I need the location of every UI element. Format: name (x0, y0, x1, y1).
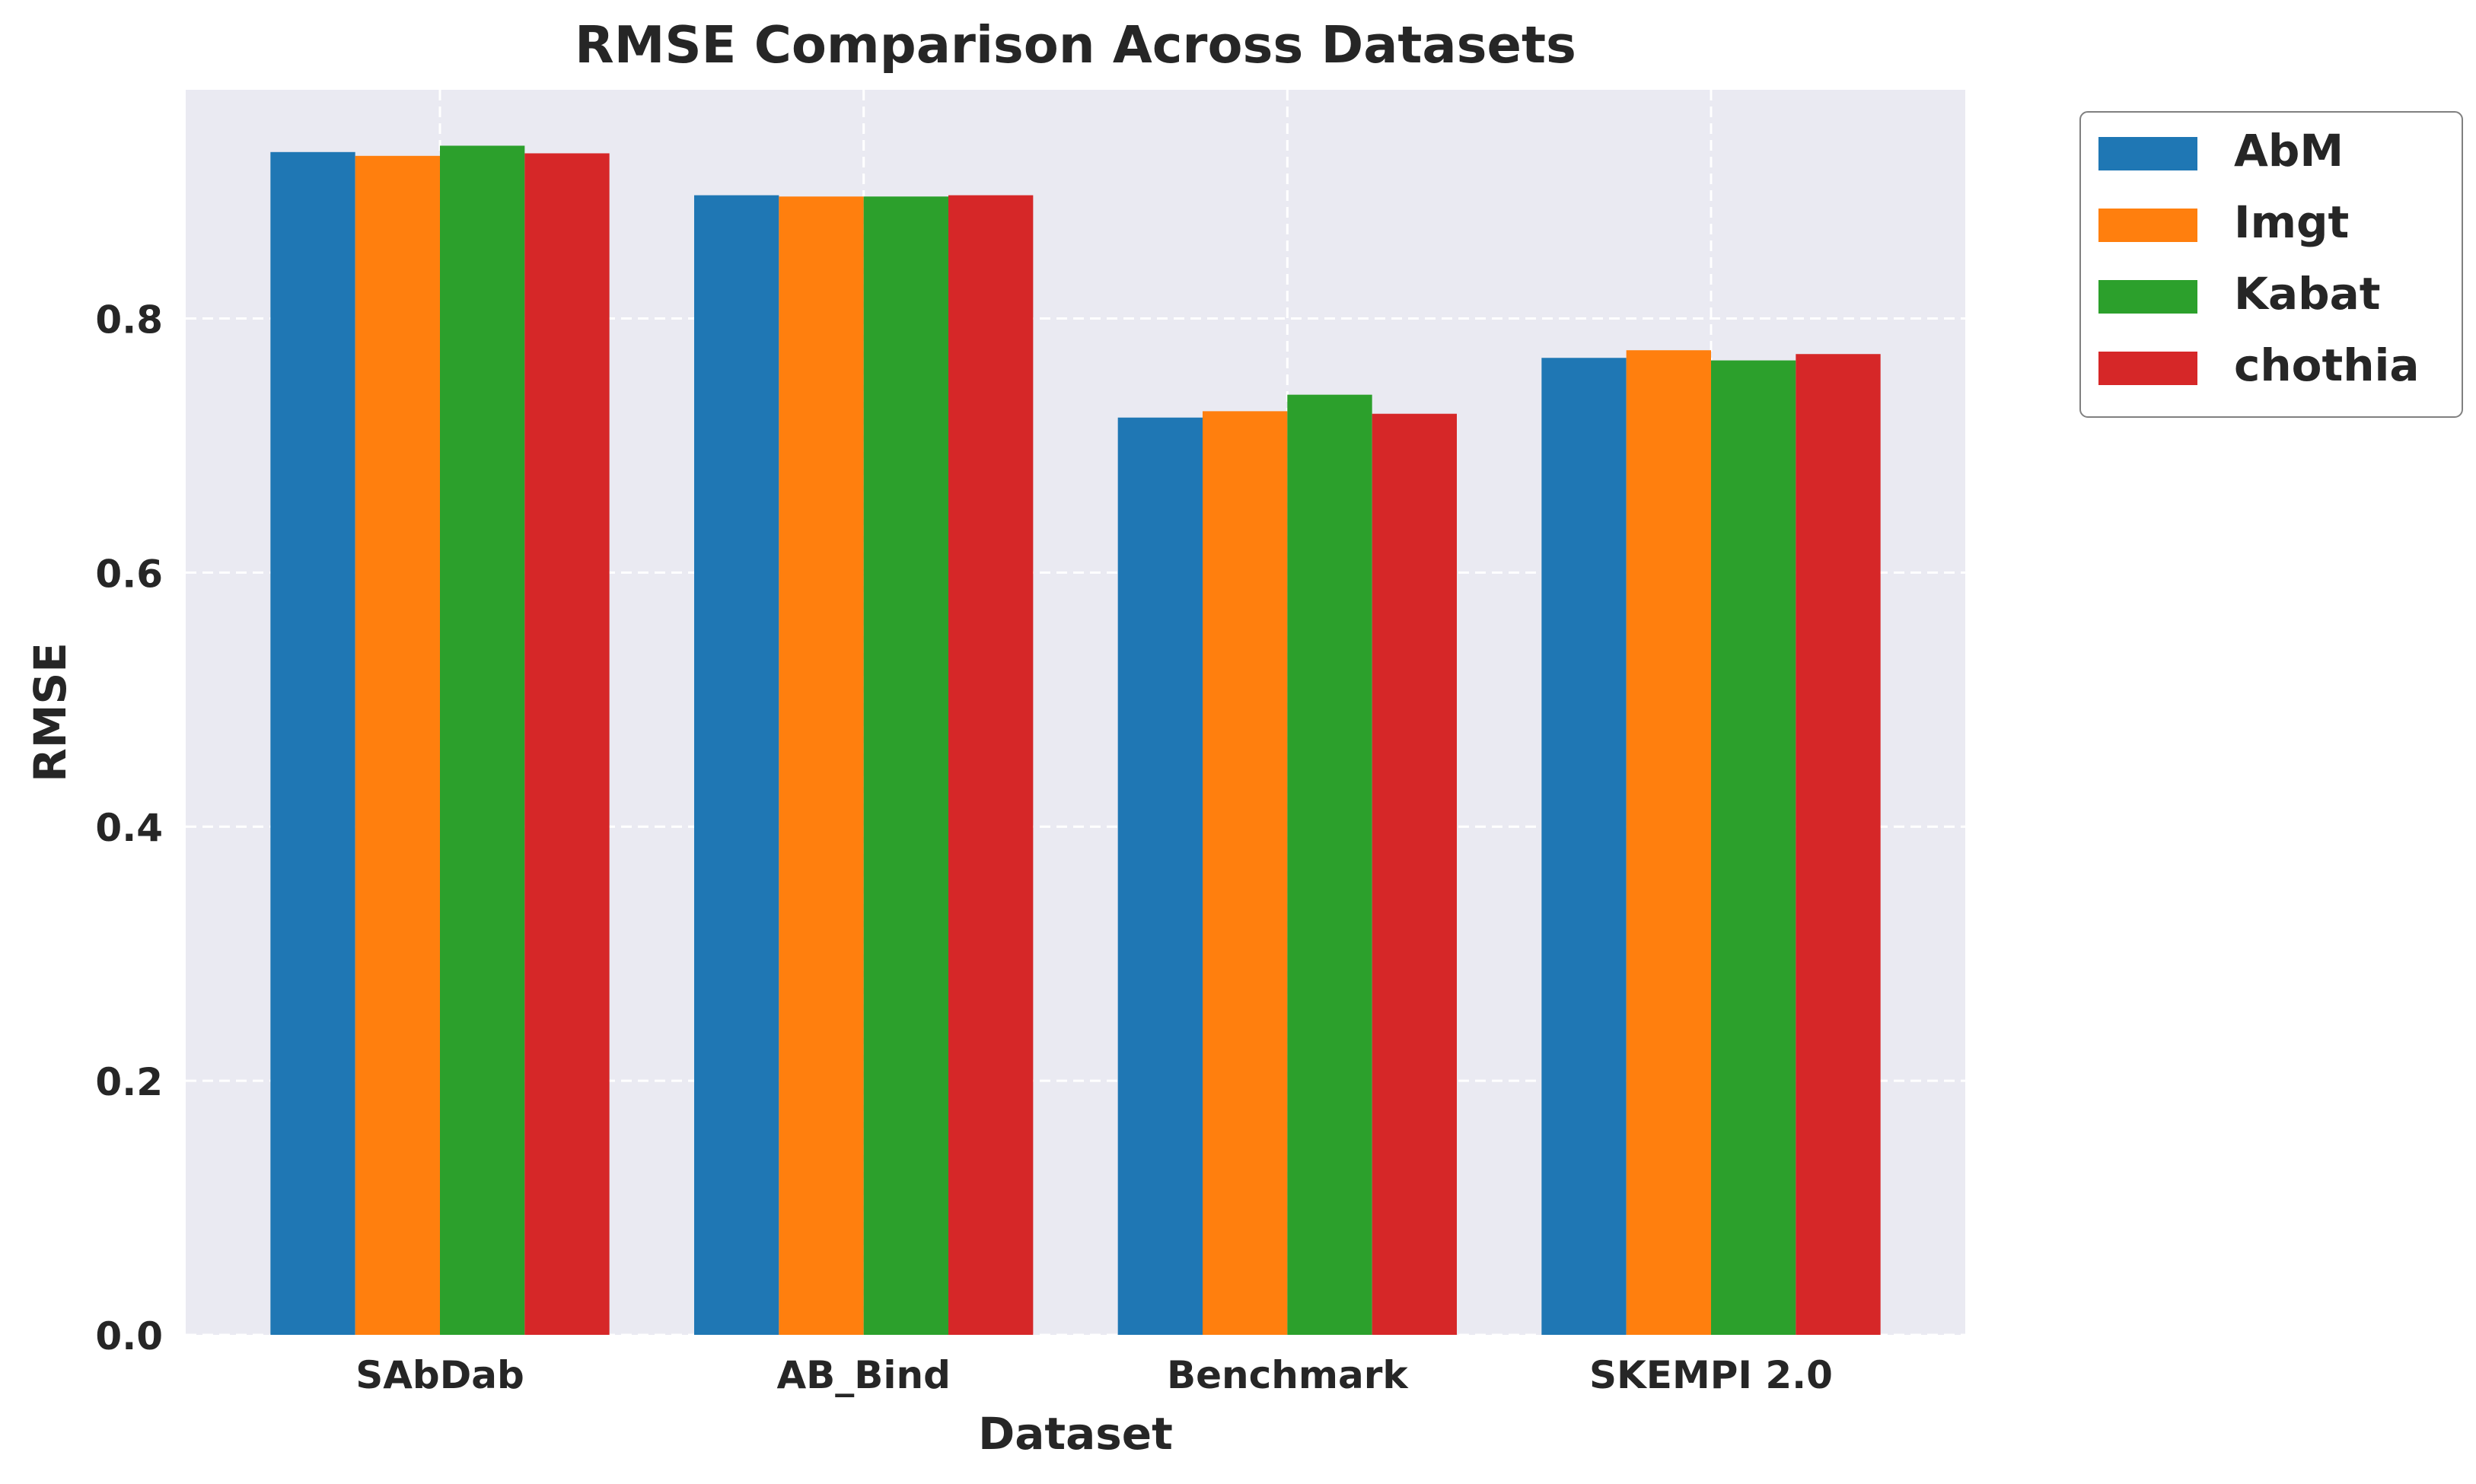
x-axis-ticks: SAbDab AB_Bind Benchmark SKEMPI 2.0 (355, 1353, 1833, 1397)
legend-label-kabat: Kabat (2234, 268, 2380, 320)
legend: AbM Imgt Kabat chothia (2079, 111, 2463, 418)
bar-kabat-1 (863, 196, 948, 1336)
bar-chothia-3 (1796, 354, 1881, 1335)
x-tick-label-3: SKEMPI 2.0 (1589, 1353, 1833, 1397)
bar-kabat-3 (1711, 360, 1796, 1335)
legend-swatch-chothia (2098, 352, 2197, 385)
x-axis-label: Dataset (978, 1408, 1173, 1460)
y-tick-label-4: 0.8 (95, 298, 163, 342)
bar-abm-3 (1541, 358, 1627, 1335)
bar-imgt-1 (779, 196, 864, 1336)
bar-chothia-0 (524, 153, 610, 1336)
bar-chothia-2 (1372, 413, 1457, 1335)
legend-swatch-imgt (2098, 209, 2197, 242)
x-tick-label-0: SAbDab (355, 1353, 524, 1397)
bar-abm-2 (1117, 417, 1203, 1335)
legend-box (2079, 111, 2463, 418)
legend-swatch-abm (2098, 137, 2197, 170)
bar-kabat-0 (440, 145, 525, 1335)
legend-swatch-kabat (2098, 280, 2197, 314)
legend-label-imgt: Imgt (2234, 196, 2349, 248)
bar-abm-1 (694, 195, 779, 1335)
legend-label-chothia: chothia (2234, 339, 2420, 391)
bar-chothia-1 (948, 195, 1034, 1335)
bar-kabat-2 (1287, 394, 1372, 1335)
chart-title: RMSE Comparison Across Datasets (575, 15, 1576, 75)
bars (270, 145, 1881, 1336)
y-tick-label-0: 0.0 (95, 1314, 163, 1358)
bar-imgt-2 (1203, 411, 1288, 1335)
x-tick-label-1: AB_Bind (776, 1353, 950, 1397)
y-axis-ticks: 0.0 0.2 0.4 0.6 0.8 (95, 298, 163, 1358)
x-tick-label-2: Benchmark (1167, 1353, 1409, 1397)
y-axis-label: RMSE (24, 642, 76, 782)
bar-imgt-3 (1626, 350, 1711, 1335)
y-tick-label-3: 0.6 (95, 552, 163, 596)
bar-imgt-0 (355, 155, 440, 1336)
y-tick-label-2: 0.4 (95, 806, 163, 850)
y-tick-label-1: 0.2 (95, 1060, 163, 1104)
bar-abm-0 (270, 151, 355, 1335)
legend-label-abm: AbM (2234, 125, 2344, 177)
